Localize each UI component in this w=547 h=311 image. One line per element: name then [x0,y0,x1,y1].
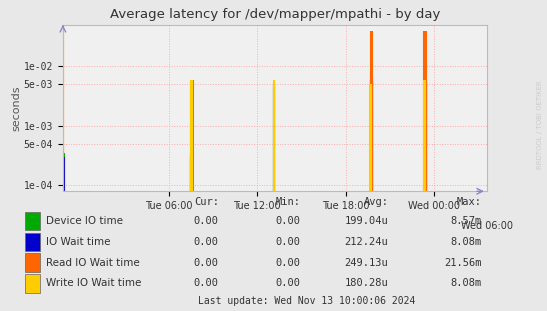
Text: RRDTOOL / TOBI OETIKER: RRDTOOL / TOBI OETIKER [537,80,543,169]
Text: 0.00: 0.00 [194,278,219,288]
Text: Max:: Max: [456,197,481,207]
Text: 8.08m: 8.08m [450,237,481,247]
Bar [25,233,40,251]
Bar [25,274,40,293]
Text: 249.13u: 249.13u [345,258,388,268]
Bar [25,253,40,272]
Text: Read IO Wait time: Read IO Wait time [46,258,140,268]
Text: Write IO Wait time: Write IO Wait time [46,278,142,288]
Text: Avg:: Avg: [363,197,388,207]
Text: 212.24u: 212.24u [345,237,388,247]
Text: Wed 06:00: Wed 06:00 [461,221,513,231]
Text: 0.00: 0.00 [194,237,219,247]
Text: 0.00: 0.00 [276,258,301,268]
Text: 8.57m: 8.57m [450,216,481,226]
Text: Last update: Wed Nov 13 10:00:06 2024: Last update: Wed Nov 13 10:00:06 2024 [197,296,415,306]
Title: Average latency for /dev/mapper/mpathi - by day: Average latency for /dev/mapper/mpathi -… [110,8,440,21]
Text: 199.04u: 199.04u [345,216,388,226]
Text: 0.00: 0.00 [276,237,301,247]
Bar [25,212,40,230]
Text: 0.00: 0.00 [276,278,301,288]
Text: 8.08m: 8.08m [450,278,481,288]
Text: Cur:: Cur: [194,197,219,207]
Y-axis label: seconds: seconds [11,85,21,131]
Text: 0.00: 0.00 [276,216,301,226]
Text: IO Wait time: IO Wait time [46,237,111,247]
Text: Device IO time: Device IO time [46,216,124,226]
Text: 0.00: 0.00 [194,216,219,226]
Text: 0.00: 0.00 [194,258,219,268]
Text: 180.28u: 180.28u [345,278,388,288]
Text: Min:: Min: [276,197,301,207]
Text: 21.56m: 21.56m [444,258,481,268]
